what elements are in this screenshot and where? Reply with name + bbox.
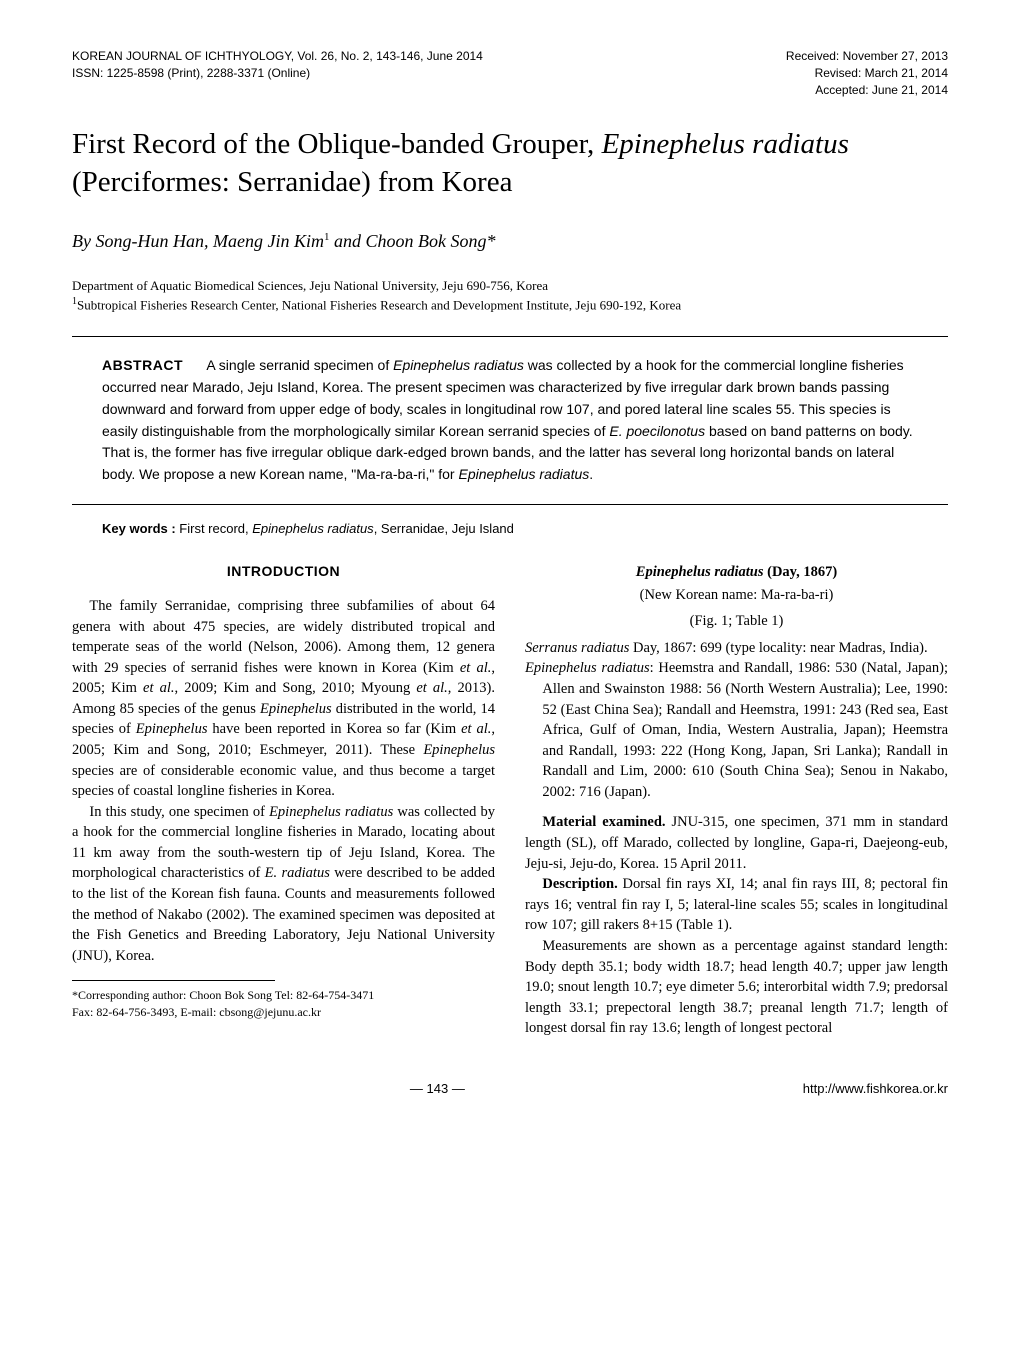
description-p2: Measurements are shown as a percentage a… bbox=[525, 938, 948, 1036]
p1a: The family Serranidae, comprising three … bbox=[72, 598, 495, 676]
article-dates: Received: November 27, 2013 Revised: Mar… bbox=[786, 48, 948, 98]
abstract-sp3: Epinephelus radiatus bbox=[458, 466, 589, 482]
p1n: Epinephelus bbox=[423, 742, 495, 758]
synonymy-entry-1: Serranus radiatus Day, 1867: 699 (type l… bbox=[525, 638, 948, 659]
title-text-post: (Perciformes: Serranidae) from Korea bbox=[72, 166, 512, 198]
journal-line: KOREAN JOURNAL OF ICHTHYOLOGY, Vol. 26, … bbox=[72, 48, 483, 65]
syn2-name: Epinephelus radiatus bbox=[525, 660, 650, 676]
p1b: et al. bbox=[460, 660, 492, 676]
running-header: KOREAN JOURNAL OF ICHTHYOLOGY, Vol. 26, … bbox=[72, 48, 948, 98]
correspondence-divider bbox=[72, 980, 275, 981]
p2b: Epinephelus radiatus bbox=[269, 804, 393, 820]
journal-info: KOREAN JOURNAL OF ICHTHYOLOGY, Vol. 26, … bbox=[72, 48, 483, 82]
corr-line2: Fax: 82-64-756-3493, E-mail: cbsong@jeju… bbox=[72, 1004, 495, 1020]
description-label: Description. bbox=[542, 876, 622, 892]
affiliations: Department of Aquatic Biomedical Science… bbox=[72, 277, 948, 315]
page-number: — 143 — bbox=[410, 1079, 465, 1099]
material-examined: Material examined. JNU-315, one specimen… bbox=[525, 812, 948, 874]
p2d: E. radiatus bbox=[265, 865, 330, 881]
abstract-t1: A single serranid specimen of bbox=[206, 357, 393, 373]
syn1-ref: Day, 1867: 699 (type locality: near Madr… bbox=[629, 640, 927, 656]
corresponding-author: *Corresponding author: Choon Bok Song Te… bbox=[72, 987, 495, 1019]
accepted-date: Accepted: June 21, 2014 bbox=[786, 82, 948, 99]
author-names: Song-Hun Han, Maeng Jin Kim bbox=[95, 231, 323, 251]
affiliation-2: 1Subtropical Fisheries Research Center, … bbox=[72, 295, 948, 315]
p1d: et al. bbox=[143, 680, 174, 696]
received-date: Received: November 27, 2013 bbox=[786, 48, 948, 65]
footer-url: http://www.fishkorea.or.kr bbox=[803, 1079, 948, 1099]
left-column: INTRODUCTION The family Serranidae, comp… bbox=[72, 562, 495, 1039]
abstract-rule-bottom bbox=[72, 504, 948, 505]
keywords-t2: , Serranidae, Jeju Island bbox=[374, 521, 514, 536]
description-para-1: Description. Dorsal fin rays XI, 14; ana… bbox=[525, 874, 948, 936]
issn-line: ISSN: 1225-8598 (Print), 2288-3371 (Onli… bbox=[72, 65, 483, 82]
syn1-name: Serranus radiatus bbox=[525, 640, 629, 656]
intro-para-2: In this study, one specimen of Epinephel… bbox=[72, 802, 495, 967]
p2a: In this study, one specimen of bbox=[89, 804, 269, 820]
p1j: Epinephelus bbox=[136, 721, 208, 737]
title-text-pre: First Record of the Oblique-banded Group… bbox=[72, 128, 602, 160]
fig-table-ref: (Fig. 1; Table 1) bbox=[525, 611, 948, 632]
keywords-label: Key words : bbox=[102, 521, 179, 536]
intro-para-1: The family Serranidae, comprising three … bbox=[72, 596, 495, 802]
title-species: Epinephelus radiatus bbox=[602, 128, 849, 160]
species-heading: Epinephelus radiatus (Day, 1867) bbox=[525, 562, 948, 583]
synonymy-list: Serranus radiatus Day, 1867: 699 (type l… bbox=[525, 638, 948, 803]
right-column: Epinephelus radiatus (Day, 1867) (New Ko… bbox=[525, 562, 948, 1039]
p1h: Epinephelus bbox=[260, 701, 332, 717]
introduction-heading: INTRODUCTION bbox=[72, 562, 495, 582]
p1o: species are of considerable economic val… bbox=[72, 763, 495, 800]
by-label: By bbox=[72, 231, 95, 251]
material-label: Material examined. bbox=[542, 814, 671, 830]
description-para-2: Measurements are shown as a percentage a… bbox=[525, 936, 948, 1039]
species-authority: (Day, 1867) bbox=[764, 564, 838, 580]
p1e: , 2009; Kim and Song, 2010; Myoung bbox=[175, 680, 417, 696]
page-footer: — 143 — http://www.fishkorea.or.kr bbox=[72, 1079, 948, 1099]
corr-line1: *Corresponding author: Choon Bok Song Te… bbox=[72, 987, 495, 1003]
abstract-t4: . bbox=[589, 466, 593, 482]
syn2-ref: : Heemstra and Randall, 1986: 530 (Natal… bbox=[542, 660, 948, 799]
species-name: Epinephelus radiatus bbox=[636, 564, 764, 580]
p1l: et al. bbox=[461, 721, 491, 737]
synonymy-entry-2: Epinephelus radiatus: Heemstra and Randa… bbox=[525, 658, 948, 802]
author-rest: and Choon Bok Song* bbox=[329, 231, 495, 251]
p1f: et al. bbox=[416, 680, 447, 696]
abstract-sp2: E. poecilonotus bbox=[609, 423, 705, 439]
abstract-label: ABSTRACT bbox=[102, 357, 183, 373]
article-title: First Record of the Oblique-banded Group… bbox=[72, 126, 948, 201]
author-line: By Song-Hun Han, Maeng Jin Kim1 and Choo… bbox=[72, 228, 948, 255]
abstract-sp1: Epinephelus radiatus bbox=[393, 357, 524, 373]
p1k: have been reported in Korea so far (Kim bbox=[207, 721, 461, 737]
affiliation-1: Department of Aquatic Biomedical Science… bbox=[72, 277, 948, 295]
affil-2-text: Subtropical Fisheries Research Center, N… bbox=[77, 297, 681, 312]
revised-date: Revised: March 21, 2014 bbox=[786, 65, 948, 82]
keywords-species: Epinephelus radiatus bbox=[252, 521, 373, 536]
keywords-t1: First record, bbox=[179, 521, 252, 536]
abstract: ABSTRACT A single serranid specimen of E… bbox=[72, 337, 948, 503]
keywords: Key words : First record, Epinephelus ra… bbox=[102, 519, 918, 539]
body-columns: INTRODUCTION The family Serranidae, comp… bbox=[72, 562, 948, 1039]
korean-name: (New Korean name: Ma-ra-ba-ri) bbox=[525, 585, 948, 606]
